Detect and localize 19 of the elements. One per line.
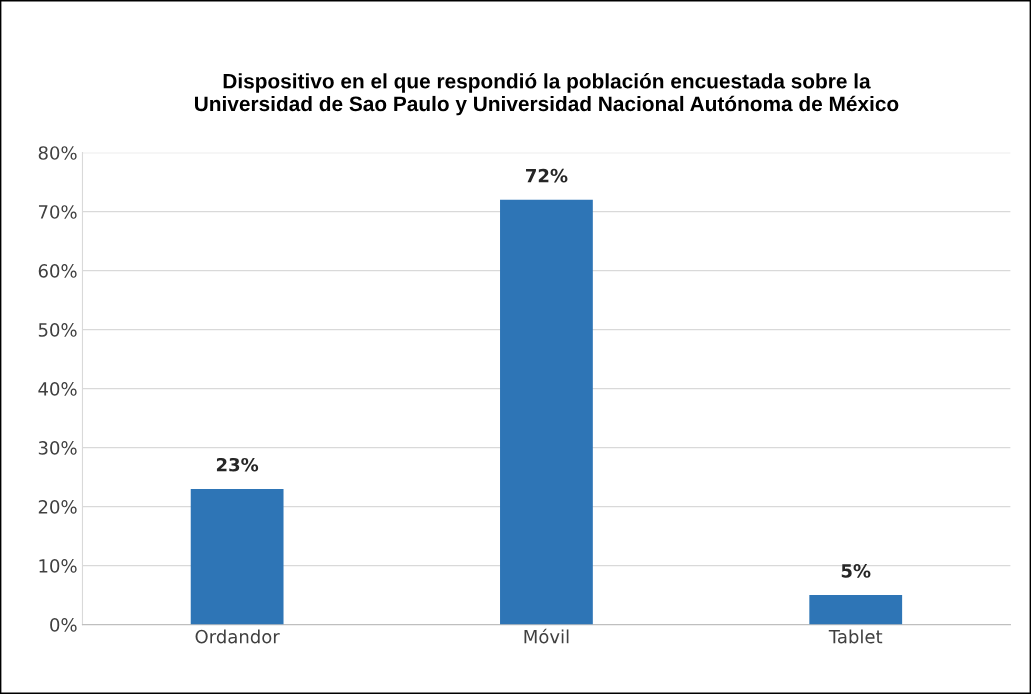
y-tick-label: 30% (38, 441, 77, 455)
bar (809, 595, 903, 625)
chart-title: Dispositivo en el que respondió la población encuestada sobre la Universidad de Sao Paulo y Universidad Nacional Autónoma de México (195, 73, 899, 116)
x-tick-label: Móvil (524, 628, 569, 644)
y-tick-label: 70% (38, 205, 77, 219)
data-label: 23% (216, 457, 259, 472)
y-tick-label: 10% (39, 559, 77, 573)
y-tick-label: 60% (38, 264, 77, 278)
y-tick-label: 50% (38, 323, 77, 337)
y-tick-label: 20% (38, 500, 77, 514)
x-tick-label: Ordandor (195, 629, 280, 644)
data-label: 5% (841, 564, 871, 578)
bar (500, 199, 593, 625)
bar (190, 488, 284, 625)
y-tick-label: 80% (38, 146, 77, 160)
y-tick-label: 0% (50, 618, 77, 632)
data-label: 72% (526, 168, 568, 183)
y-tick-label: 40% (38, 382, 77, 396)
x-tick-label: Tablet (828, 629, 883, 644)
